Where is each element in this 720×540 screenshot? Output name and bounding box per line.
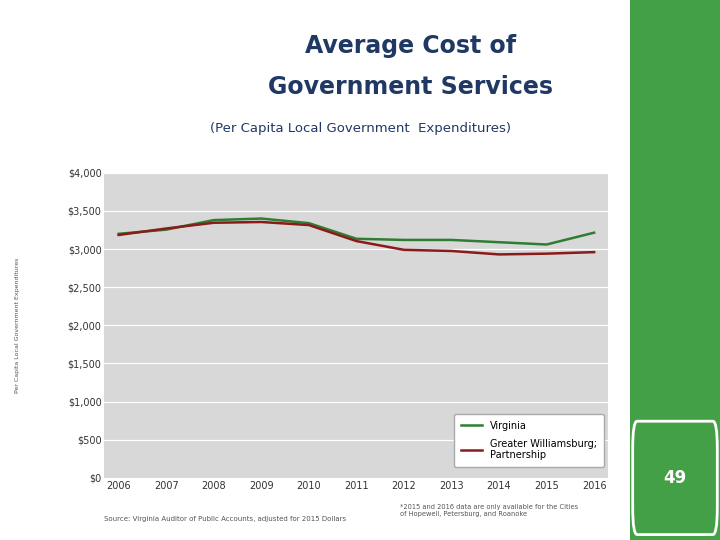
Greater Williamsburg;
Partnership <box>447 248 456 254</box>
Greater Williamsburg;
Partnership <box>257 219 266 225</box>
Text: Source: Virginia Auditor of Public Accounts, adjusted for 2015 Dollars: Source: Virginia Auditor of Public Accou… <box>104 516 346 523</box>
Text: Per Capita Local Government Expenditures: Per Capita Local Government Expenditures <box>16 258 20 393</box>
Text: 49: 49 <box>663 469 687 487</box>
Virginia <box>447 237 456 243</box>
Virginia <box>352 235 361 242</box>
Greater Williamsburg;
Partnership <box>305 222 313 228</box>
Legend: Virginia, Greater Williamsburg;
Partnership: Virginia, Greater Williamsburg; Partners… <box>454 414 603 467</box>
Greater Williamsburg;
Partnership <box>352 238 361 244</box>
Virginia <box>542 241 551 248</box>
Greater Williamsburg;
Partnership <box>114 232 123 238</box>
Virginia <box>305 220 313 226</box>
Virginia <box>400 237 408 243</box>
FancyBboxPatch shape <box>633 421 717 535</box>
Greater Williamsburg;
Partnership <box>400 247 408 253</box>
Greater Williamsburg;
Partnership <box>590 249 598 255</box>
Virginia <box>257 215 266 222</box>
Text: Average Cost of: Average Cost of <box>305 34 516 58</box>
Greater Williamsburg;
Partnership <box>210 220 218 226</box>
Line: Greater Williamsburg;
Partnership: Greater Williamsburg; Partnership <box>119 222 594 254</box>
Virginia <box>210 217 218 224</box>
Text: *2015 and 2016 data are only available for the Cities
of Hopewell, Petersburg, a: *2015 and 2016 data are only available f… <box>400 504 577 517</box>
Virginia <box>162 226 171 233</box>
Greater Williamsburg;
Partnership <box>495 251 503 258</box>
Virginia <box>590 230 598 236</box>
Greater Williamsburg;
Partnership <box>162 225 171 232</box>
Virginia <box>495 239 503 246</box>
Line: Virginia: Virginia <box>119 219 594 245</box>
Greater Williamsburg;
Partnership <box>542 251 551 257</box>
Text: Government Services: Government Services <box>268 76 553 99</box>
Virginia <box>114 231 123 237</box>
Text: (Per Capita Local Government  Expenditures): (Per Capita Local Government Expenditure… <box>210 122 510 135</box>
